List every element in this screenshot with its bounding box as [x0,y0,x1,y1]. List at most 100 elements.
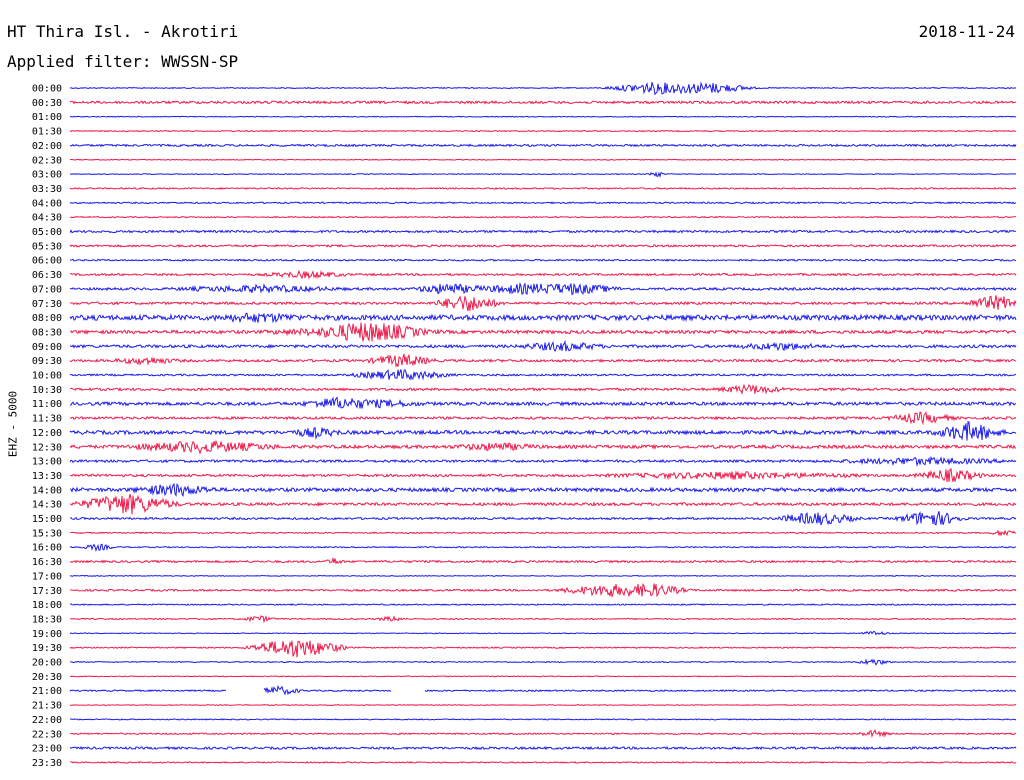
time-tick-label: 15:00 [32,514,62,525]
trace-line [69,468,1017,483]
trace-line [69,186,1017,190]
time-tick-label: 23:30 [32,758,62,769]
time-tick-label: 10:00 [32,371,62,382]
time-tick-label: 23:00 [32,744,62,755]
time-tick-label: 07:00 [32,284,62,295]
time-tick-label: 09:00 [32,342,62,353]
time-tick-label: 18:30 [32,614,62,625]
time-tick-label: 21:00 [32,686,62,697]
time-tick-label: 06:30 [32,270,62,281]
trace-line [69,684,1017,696]
time-tick-label: 01:30 [32,127,62,138]
trace-line [69,229,1017,234]
time-tick-label: 19:00 [32,629,62,640]
trace-line [69,421,1017,441]
trace-line [69,269,1017,280]
trace-line [69,158,1017,161]
time-tick-label: 06:00 [32,256,62,267]
time-tick-label: 21:30 [32,701,62,712]
time-tick-label: 04:30 [32,213,62,224]
time-tick-label: 02:30 [32,155,62,166]
time-tick-label: 16:00 [32,543,62,554]
time-tick-label: 16:30 [32,557,62,568]
trace-line [69,615,1017,624]
trace-line [69,81,1017,96]
time-tick-label: 13:00 [32,457,62,468]
trace-line [69,718,1017,721]
trace-line [69,583,1017,599]
trace-line [69,115,1017,118]
time-tick-label: 03:00 [32,170,62,181]
trace-line [69,675,1017,678]
time-tick-label: 10:30 [32,385,62,396]
trace-line [69,556,1017,565]
time-tick-label: 22:00 [32,715,62,726]
trace-line [69,312,1017,324]
trace-line [69,543,1017,552]
time-tick-label: 08:30 [32,327,62,338]
time-tick-label: 07:30 [32,299,62,310]
trace-line [69,171,1017,178]
trace-line [69,368,1017,381]
time-tick-label: 12:30 [32,442,62,453]
trace-line [69,258,1017,262]
trace-line [69,658,1017,666]
trace-line [69,143,1017,148]
filter-label: Applied filter: WWSSN-SP [7,52,239,71]
trace-line [69,746,1017,751]
time-tick-label: 17:30 [32,586,62,597]
trace-line [69,410,1017,426]
time-tick-label: 11:30 [32,414,62,425]
record-date: 2018-11-24 [918,22,1015,41]
time-tick-label: 14:30 [32,500,62,511]
time-tick-label: 02:00 [32,141,62,152]
trace-line [69,640,1017,658]
trace-line [69,396,1017,409]
time-tick-label: 01:00 [32,112,62,123]
station-title: HT Thira Isl. - Akrotiri [7,22,239,41]
trace-line [69,339,1017,353]
trace-line [69,455,1017,467]
trace-line [69,729,1017,739]
time-tick-label: 15:30 [32,528,62,539]
time-tick-label: 03:30 [32,184,62,195]
time-tick-label: 19:30 [32,643,62,654]
trace-line [69,494,1017,515]
time-tick-label: 11:00 [32,399,62,410]
trace-line [69,129,1017,133]
trace-line [69,243,1017,248]
time-tick-label: 00:30 [32,98,62,109]
time-tick-label: 13:30 [32,471,62,482]
trace-line [69,383,1017,395]
trace-line [69,100,1017,105]
trace-line [69,281,1017,296]
trace-line [69,201,1017,205]
trace-line [69,630,1017,636]
trace-line [69,761,1017,764]
time-tick-label: 20:00 [32,658,62,669]
time-tick-label: 18:00 [32,600,62,611]
trace-line [69,574,1017,577]
trace-line [69,704,1017,707]
time-tick-label: 09:30 [32,356,62,367]
time-tick-label: 04:00 [32,198,62,209]
time-tick-label: 22:30 [32,729,62,740]
time-tick-label: 17:00 [32,571,62,582]
time-tick-label: 20:30 [32,672,62,683]
trace-line [69,529,1017,537]
trace-line [69,322,1017,343]
trace-line [69,511,1017,526]
trace-line [69,439,1017,455]
trace-line [69,215,1017,219]
trace-line [69,603,1017,606]
time-tick-label: 08:00 [32,313,62,324]
trace-line [69,482,1017,497]
trace-line [69,295,1017,312]
time-tick-label: 12:00 [32,428,62,439]
time-tick-label: 00:00 [32,84,62,95]
time-tick-label: 14:00 [32,485,62,496]
time-tick-label: 05:30 [32,241,62,252]
trace-line [69,353,1017,368]
time-tick-label: 05:00 [32,227,62,238]
